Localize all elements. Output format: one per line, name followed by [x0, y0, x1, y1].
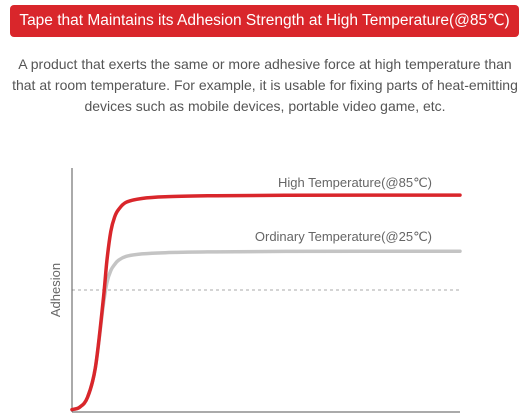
- series-label-high-temperature: High Temperature(@85℃): [278, 175, 432, 190]
- series-line-ordinary-temperature: [70, 249, 462, 412]
- title-banner: Tape that Maintains its Adhesion Strengt…: [10, 5, 519, 37]
- series-line-high-temperature: [70, 193, 462, 412]
- series-label-ordinary-temperature: Ordinary Temperature(@25℃): [255, 229, 432, 244]
- y-axis-label: Adhesion: [48, 263, 63, 317]
- banner-title: Tape that Maintains its Adhesion Strengt…: [19, 12, 510, 29]
- description-text: A product that exerts the same or more a…: [12, 56, 518, 114]
